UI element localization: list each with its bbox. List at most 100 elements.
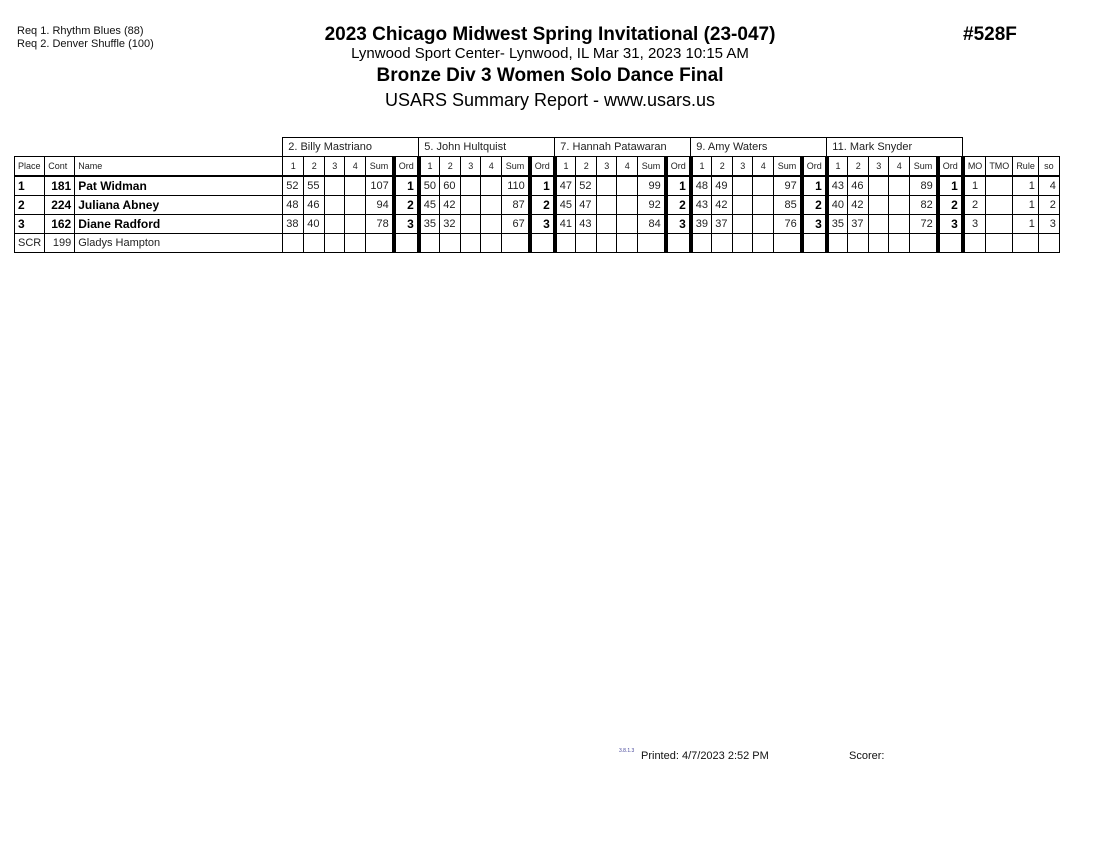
score-cell: 47 [575, 195, 598, 215]
score-cell [888, 195, 911, 215]
tail-cell: 1 [1012, 175, 1039, 196]
score-cell: 39 [688, 214, 713, 234]
col-judge-4: Sum [637, 156, 667, 177]
score-cell: 45 [552, 195, 577, 215]
contestant-number: 181 [44, 175, 76, 196]
score-cell: 76 [773, 214, 803, 234]
score-cell: 52 [282, 175, 305, 196]
skater-name: Juliana Abney [74, 195, 284, 215]
table-row: SCR 199 Gladys Hampton [13, 233, 1060, 253]
judge-header: 2. Billy Mastriano [282, 137, 420, 157]
score-cell: 47 [552, 175, 577, 196]
score-cell: 43 [575, 214, 598, 234]
score-cell [732, 214, 754, 234]
score-cell [344, 214, 367, 234]
col-judge-5: Ord [663, 156, 692, 177]
score-cell: 42 [439, 195, 462, 215]
col-judge-4: Sum [773, 156, 803, 177]
score-cell: 3 [391, 214, 420, 234]
printed-timestamp: Printed: 4/7/2023 2:52 PM [641, 750, 769, 762]
col-judge-5: Ord [935, 156, 964, 177]
score-cell: 94 [365, 195, 395, 215]
competition-title: 2023 Chicago Midwest Spring Invitational… [324, 24, 776, 45]
place: SCR [13, 233, 46, 253]
score-cell [324, 195, 346, 215]
score-cell: 46 [847, 175, 870, 196]
score-cell: 84 [637, 214, 667, 234]
score-cell [799, 233, 828, 253]
score-cell [575, 233, 598, 253]
score-cell [752, 233, 775, 253]
judge-header: 5. John Hultquist [418, 137, 556, 157]
score-cell [711, 233, 734, 253]
score-cell [888, 233, 911, 253]
score-cell: 1 [935, 175, 964, 196]
score-cell [732, 195, 754, 215]
score-cell: 2 [663, 195, 692, 215]
score-cell: 3 [935, 214, 964, 234]
score-cell: 99 [637, 175, 667, 196]
requirement-1: Req 1. Rhythm Blues (88) [17, 25, 144, 37]
col-place: Place [13, 156, 46, 177]
score-cell [663, 233, 692, 253]
score-cell: 2 [391, 195, 420, 215]
tail-cell: 4 [1037, 175, 1060, 196]
score-cell [596, 214, 618, 234]
event-title: Bronze Div 3 Women Solo Dance Final [376, 65, 724, 86]
tail-cell [985, 233, 1014, 253]
score-cell: 37 [847, 214, 870, 234]
score-cell: 85 [773, 195, 803, 215]
score-cell: 3 [663, 214, 692, 234]
col-judge-1: 2 [711, 156, 734, 177]
venue-date: Lynwood Sport Center- Lynwood, IL Mar 31… [351, 45, 749, 62]
score-cell: 52 [575, 175, 598, 196]
col-judge-3: 4 [616, 156, 639, 177]
col-judge-0: 1 [688, 156, 713, 177]
score-cell [752, 175, 775, 196]
tail-cell [985, 214, 1014, 234]
col-judge-2: 3 [460, 156, 482, 177]
score-cell [773, 233, 803, 253]
tail-cell: 3 [1037, 214, 1060, 234]
score-cell [439, 233, 462, 253]
score-cell [324, 233, 346, 253]
tail-cell [985, 175, 1014, 196]
col-judge-3: 4 [480, 156, 503, 177]
col-rule: Rule [1012, 156, 1039, 177]
score-cell: 35 [824, 214, 849, 234]
table-row: 3 162 Diane Radford 38 40 78 3 35 32 67 3 41 43 84 3 39… [13, 214, 1060, 234]
score-cell [596, 175, 618, 196]
score-cell [416, 233, 441, 253]
score-cell [824, 233, 849, 253]
col-judge-2: 3 [732, 156, 754, 177]
score-cell: 92 [637, 195, 667, 215]
score-cell [616, 175, 639, 196]
score-cell: 107 [365, 175, 395, 196]
score-cell: 41 [552, 214, 577, 234]
col-judge-0: 1 [416, 156, 441, 177]
col-judge-3: 4 [888, 156, 911, 177]
col-judge-1: 2 [439, 156, 462, 177]
score-cell: 43 [688, 195, 713, 215]
score-cell: 48 [688, 175, 713, 196]
score-cell [527, 233, 556, 253]
score-cell: 1 [663, 175, 692, 196]
score-cell: 43 [824, 175, 849, 196]
score-cell [596, 195, 618, 215]
col-judge-1: 2 [847, 156, 870, 177]
score-cell [596, 233, 618, 253]
col-judge-2: 3 [324, 156, 346, 177]
tail-cell: 3 [960, 214, 987, 234]
score-cell [616, 214, 639, 234]
table-row: 1 181 Pat Widman 52 55 107 1 50 60 110 1 47 52 99 1 48 4… [13, 175, 1060, 196]
score-cell: 2 [799, 195, 828, 215]
score-cell: 35 [416, 214, 441, 234]
col-judge-1: 2 [575, 156, 598, 177]
score-cell [365, 233, 395, 253]
requirement-2: Req 2. Denver Shuffle (100) [17, 38, 154, 50]
skater-name: Gladys Hampton [74, 233, 284, 253]
score-cell [501, 233, 531, 253]
score-cell: 38 [282, 214, 305, 234]
score-cell [460, 175, 482, 196]
score-cell: 2 [527, 195, 556, 215]
